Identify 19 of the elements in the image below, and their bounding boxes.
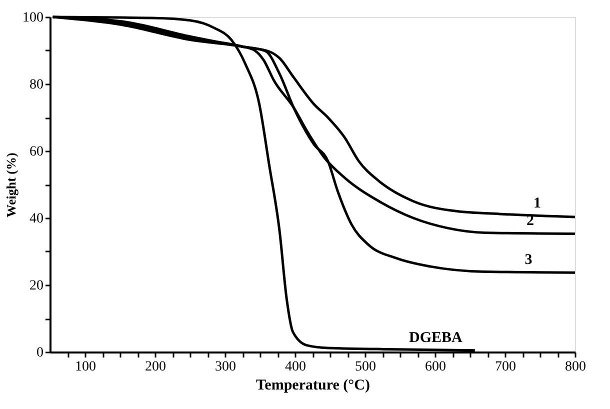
x-tick-label: 400	[285, 360, 306, 374]
series-label: DGEBA	[409, 330, 463, 346]
x-tick-label: 700	[495, 360, 516, 374]
y-tick-label: 40	[30, 212, 44, 226]
x-tick-label: 200	[145, 360, 166, 374]
y-tick-label: 60	[30, 144, 44, 160]
series-label: 3	[524, 252, 532, 268]
x-tick-label: 800	[565, 360, 586, 374]
x-axis-title: Temperature (°C)	[256, 378, 370, 394]
x-tick-label: 500	[355, 360, 376, 374]
x-tick-label: 100	[75, 360, 96, 374]
x-tick-label: 600	[425, 360, 446, 374]
y-tick-label: 100	[22, 10, 44, 26]
x-tick-label: 300	[215, 360, 236, 374]
y-axis-title: Weight (%)	[4, 152, 18, 218]
y-tick-label: 0	[36, 346, 44, 360]
y-tick-label: 80	[30, 78, 44, 92]
series-label: 1	[533, 195, 541, 212]
y-tick-label: 20	[30, 278, 44, 294]
